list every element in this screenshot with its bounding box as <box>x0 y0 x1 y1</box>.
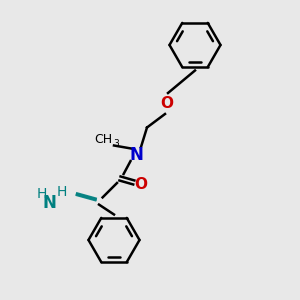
Text: H: H <box>56 185 67 199</box>
Text: O: O <box>134 177 148 192</box>
Text: N: N <box>130 146 143 164</box>
Text: N: N <box>43 194 56 211</box>
Text: 3: 3 <box>113 140 119 148</box>
Text: O: O <box>160 96 173 111</box>
Text: H: H <box>36 187 46 200</box>
Text: CH: CH <box>94 133 112 146</box>
